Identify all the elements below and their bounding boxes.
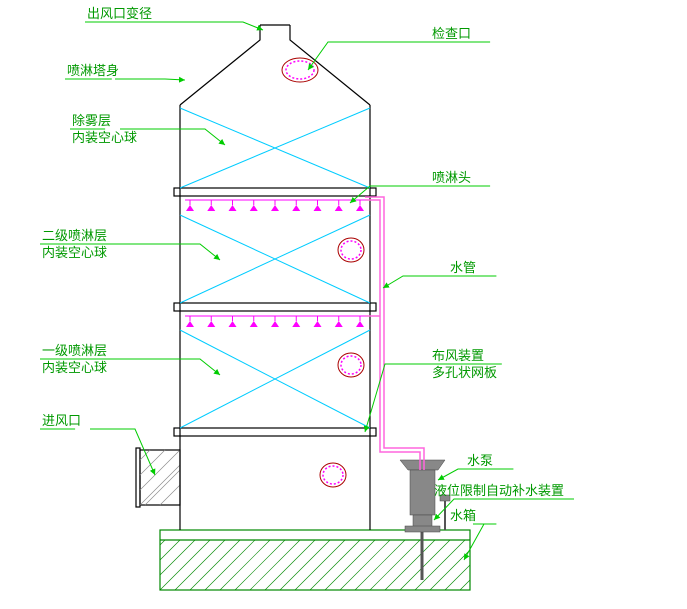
water-pump xyxy=(400,460,445,580)
outlet_reducer-label: 出风口变径 xyxy=(87,6,152,21)
level1_spray_1-label: 一级喷淋层 xyxy=(42,343,107,358)
level2_spray_1-label-2: 内装空心球 xyxy=(42,245,107,260)
water_tank-label: 水箱 xyxy=(450,508,476,523)
dist_device_1-label: 布风装置 xyxy=(432,348,484,363)
water_pipe-label: 水管 xyxy=(450,260,476,275)
inspection-port xyxy=(282,58,318,82)
air-inlet xyxy=(136,448,180,507)
level1-layer xyxy=(180,330,370,428)
pump-label: 水泵 xyxy=(467,453,493,468)
level2-layer xyxy=(180,215,370,303)
inspection-label: 检查口 xyxy=(432,26,471,41)
spray_head-label: 喷淋头 xyxy=(432,170,471,185)
water-pipe xyxy=(365,197,424,470)
defog_layer_1-label: 除雾层 xyxy=(72,113,111,128)
level2_spray_1-label: 二级喷淋层 xyxy=(42,228,107,243)
level1_spray_1-label-2: 内装空心球 xyxy=(42,360,107,375)
tower_body-label: 喷淋塔身 xyxy=(67,63,119,78)
level_limit-label: 液位限制自动补水装置 xyxy=(434,483,564,498)
air_inlet-label: 进风口 xyxy=(42,413,81,428)
dist_device_1-label-2: 多孔状网板 xyxy=(432,365,497,380)
spray-tower xyxy=(174,25,376,530)
portholes xyxy=(320,238,364,487)
spray-nozzles xyxy=(186,200,364,327)
defog-layer xyxy=(180,108,370,188)
defog_layer_1-label-2: 内装空心球 xyxy=(72,130,137,145)
